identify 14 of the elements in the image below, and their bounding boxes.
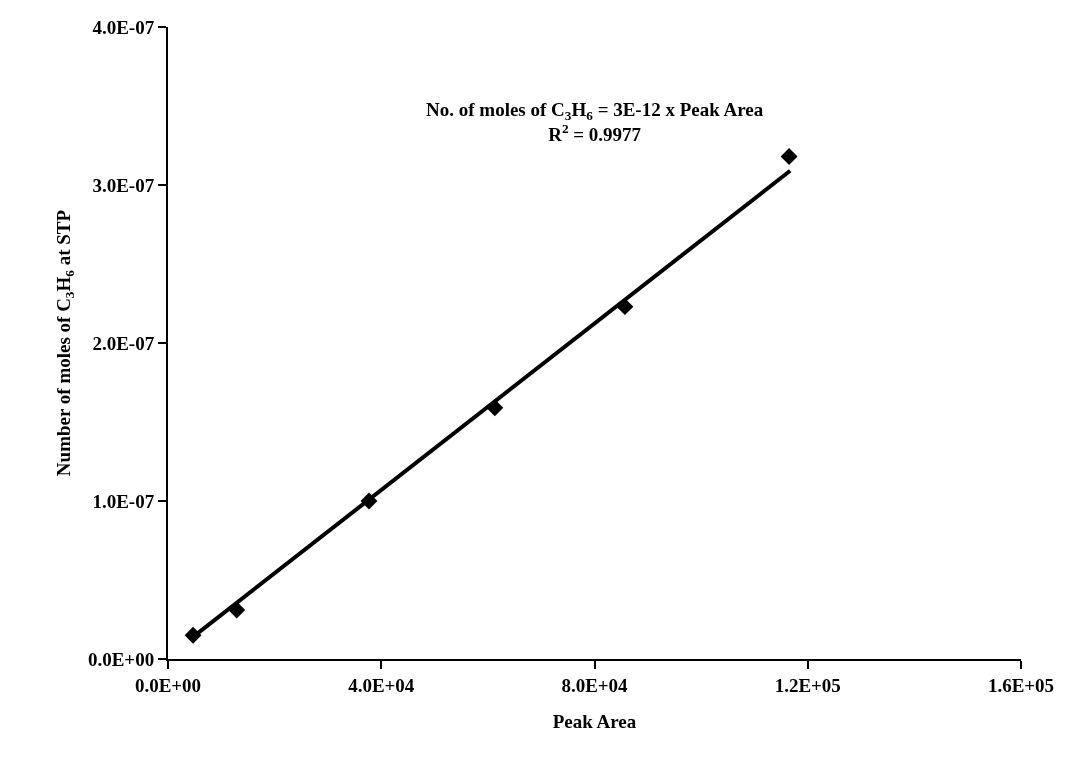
y-tick-label: 1.0E-07 (92, 490, 155, 512)
x-tick-label: 1.2E+05 (774, 674, 841, 696)
annotation: No. of moles of C$_{3}$H$_{6}$ = 3E-12 x Peak Area (426, 99, 764, 123)
x-tick-label: 4.0E+04 (348, 674, 415, 696)
annotation: R$^{2}$ = 0.9977 (548, 120, 642, 145)
y-tick-label: 3.0E-07 (92, 174, 155, 196)
point (780, 148, 798, 166)
y-tick-label: 2.0E-07 (92, 332, 155, 354)
x-tick-label: 0.0E+00 (134, 674, 202, 696)
x-tick-label: 8.0E+04 (561, 674, 629, 696)
y-tick-label: 0.0E+00 (87, 648, 155, 670)
x-axis-title: Peak Area (552, 711, 637, 733)
y-tick-label: 4.0E-07 (92, 16, 155, 38)
x-tick-label: 1.6E+05 (987, 674, 1055, 696)
